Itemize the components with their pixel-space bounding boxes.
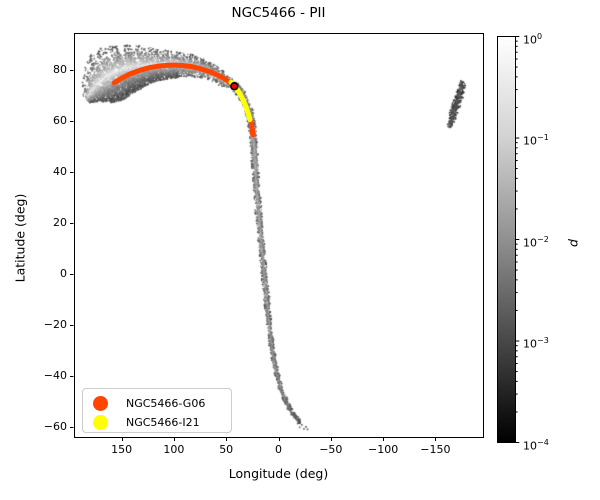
- y-tick-label: −20: [43, 318, 67, 332]
- legend-label-i21: NGC5466-I21: [126, 416, 200, 429]
- x-tick-label: −150: [420, 443, 451, 456]
- colorbar-label: d: [565, 239, 581, 247]
- x-tick-label: 0: [275, 443, 282, 456]
- y-tick-label: 20: [53, 216, 67, 230]
- x-tick-label: 100: [163, 443, 185, 456]
- colorbar-tick-label: 10−2: [523, 234, 549, 250]
- stream-density-scatter: [74, 33, 483, 436]
- x-tick-label: −100: [367, 443, 399, 456]
- colorbar-tick-label: 10−4: [523, 437, 549, 453]
- y-tick-label: 60: [53, 114, 67, 128]
- x-tick-label: 50: [219, 443, 234, 456]
- g06-marker-swatch: [93, 396, 108, 411]
- x-tick-label: −50: [319, 443, 343, 456]
- colorbar-tick-label: 10−3: [523, 336, 549, 351]
- y-tick-label: −60: [43, 420, 67, 434]
- y-tick-label: 80: [53, 63, 67, 77]
- y-tick-label: 40: [53, 165, 67, 179]
- legend-item-i21: NGC5466-I21: [93, 413, 231, 432]
- legend-item-g06: NGC5466-G06: [93, 394, 231, 413]
- colorbar-gradient: [497, 36, 516, 443]
- plot-title: NGC5466 - PII: [231, 5, 326, 21]
- x-axis-label: Longitude (deg): [228, 466, 329, 481]
- colorbar-tick-label: 10−1: [523, 133, 549, 148]
- y-axis-label: Latitude (deg): [12, 193, 28, 283]
- legend: NGC5466-G06 NGC5466-I21: [82, 388, 232, 433]
- x-tick-label: 150: [111, 443, 133, 456]
- colorbar-tick-label: 100: [523, 31, 543, 47]
- i21-marker-swatch: [93, 415, 108, 430]
- y-tick-label: 0: [60, 267, 67, 281]
- y-tick-label: −40: [43, 369, 67, 383]
- legend-label-g06: NGC5466-G06: [126, 397, 206, 410]
